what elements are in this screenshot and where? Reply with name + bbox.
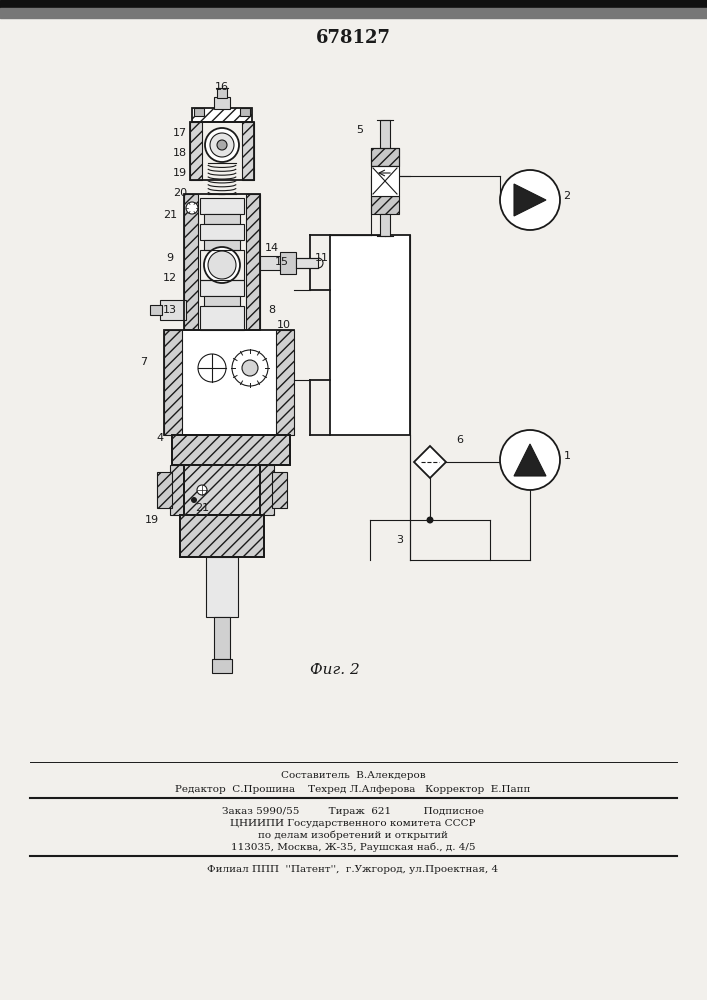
Bar <box>164 330 294 435</box>
Bar <box>0 8 707 18</box>
Text: 21: 21 <box>195 503 209 513</box>
Bar <box>172 435 290 465</box>
Bar <box>204 296 240 306</box>
Bar <box>180 515 264 557</box>
Circle shape <box>198 354 226 382</box>
Bar <box>212 659 232 673</box>
Bar <box>164 330 182 435</box>
Text: 13: 13 <box>163 305 177 315</box>
Circle shape <box>186 202 198 214</box>
Text: ЦНИИПИ Государственного комитета СССР: ЦНИИПИ Государственного комитета СССР <box>230 818 476 828</box>
Text: 10: 10 <box>277 320 291 330</box>
Bar <box>190 122 202 180</box>
Circle shape <box>426 516 433 524</box>
Bar <box>172 435 290 465</box>
Bar <box>242 122 254 180</box>
Bar <box>170 465 192 515</box>
Bar <box>184 194 260 330</box>
Bar <box>296 258 318 268</box>
Polygon shape <box>414 446 446 478</box>
Text: 6: 6 <box>457 435 464 445</box>
Bar <box>240 108 250 116</box>
Polygon shape <box>514 444 546 476</box>
Circle shape <box>191 497 197 503</box>
Bar <box>0 0 707 8</box>
Text: 19: 19 <box>173 168 187 178</box>
Bar <box>217 88 227 98</box>
Text: Составитель  В.Алекдеров: Составитель В.Алекдеров <box>281 772 426 780</box>
Bar <box>380 120 390 148</box>
Bar <box>180 515 264 557</box>
Bar <box>272 472 287 508</box>
Bar <box>194 108 204 116</box>
Bar <box>157 472 172 508</box>
Text: 4: 4 <box>156 433 163 443</box>
Text: 21: 21 <box>163 210 177 220</box>
Text: 12: 12 <box>163 273 177 283</box>
Circle shape <box>242 360 258 376</box>
Polygon shape <box>514 184 546 216</box>
Bar <box>214 97 230 109</box>
Circle shape <box>208 251 236 279</box>
Text: Редактор  С.Прошина    Техред Л.Алферова   Корректор  Е.Папп: Редактор С.Прошина Техред Л.Алферова Кор… <box>175 784 531 794</box>
Bar <box>280 252 296 274</box>
Text: 14: 14 <box>265 243 279 253</box>
Bar <box>206 557 238 617</box>
Circle shape <box>500 430 560 490</box>
Text: 9: 9 <box>166 253 173 263</box>
Circle shape <box>205 128 239 162</box>
Text: 16: 16 <box>215 82 229 92</box>
Text: Филиал ППП  ''Патент'',  г.Ужгород, ул.Проектная, 4: Филиал ППП ''Патент'', г.Ужгород, ул.Про… <box>207 864 498 874</box>
Bar <box>371 166 399 196</box>
Bar <box>184 465 260 515</box>
Bar <box>276 330 294 435</box>
Bar <box>260 256 280 270</box>
Bar <box>184 194 198 330</box>
Text: 2: 2 <box>563 191 571 201</box>
Text: 1: 1 <box>563 451 571 461</box>
Bar <box>371 148 399 166</box>
Bar <box>204 214 240 224</box>
Bar <box>160 300 186 320</box>
Text: 113035, Москва, Ж-35, Раушская наб., д. 4/5: 113035, Москва, Ж-35, Раушская наб., д. … <box>230 842 475 852</box>
Text: 15: 15 <box>275 257 289 267</box>
Circle shape <box>500 170 560 230</box>
Text: 3: 3 <box>397 535 404 545</box>
Bar <box>184 465 260 515</box>
Bar <box>190 122 254 180</box>
Bar <box>214 617 230 659</box>
Text: по делам изобретений и открытий: по делам изобретений и открытий <box>258 830 448 840</box>
Bar <box>330 235 410 435</box>
Bar <box>200 198 244 214</box>
Text: 678127: 678127 <box>315 29 390 47</box>
Bar <box>200 280 244 296</box>
Text: 20: 20 <box>173 188 187 198</box>
Text: 18: 18 <box>173 148 187 158</box>
Circle shape <box>197 485 207 495</box>
Text: 19: 19 <box>145 515 159 525</box>
Bar <box>252 465 274 515</box>
Text: 7: 7 <box>141 357 148 367</box>
Text: 11: 11 <box>315 253 329 263</box>
Circle shape <box>217 140 227 150</box>
Bar <box>246 194 260 330</box>
Circle shape <box>210 133 234 157</box>
Circle shape <box>204 247 240 283</box>
Bar <box>200 224 244 240</box>
Bar <box>150 305 162 315</box>
Text: 5: 5 <box>356 125 363 135</box>
Bar <box>200 250 244 280</box>
Bar <box>204 240 240 250</box>
Text: Заказ 5990/55         Тираж  621          Подписное: Заказ 5990/55 Тираж 621 Подписное <box>222 806 484 816</box>
Bar <box>380 214 390 236</box>
Circle shape <box>232 350 268 386</box>
Bar <box>371 196 399 214</box>
Bar <box>192 108 252 122</box>
Text: Фиг. 2: Фиг. 2 <box>310 663 360 677</box>
Bar <box>200 306 244 330</box>
Text: 8: 8 <box>269 305 276 315</box>
Text: 17: 17 <box>173 128 187 138</box>
Bar <box>371 148 399 166</box>
